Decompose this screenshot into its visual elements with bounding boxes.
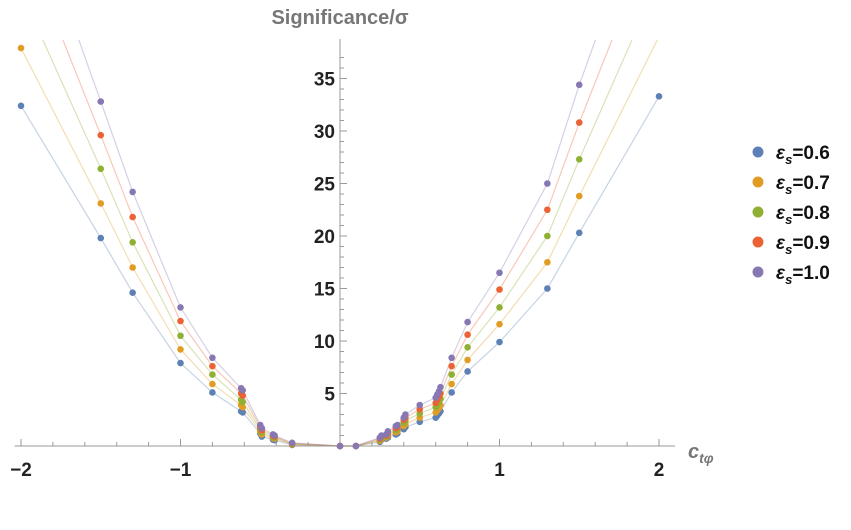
data-point — [129, 213, 136, 221]
data-point — [239, 403, 247, 411]
data-point — [575, 192, 583, 200]
legend-label: εs=0.9 — [776, 233, 830, 257]
legend-marker — [752, 146, 764, 158]
data-point — [448, 380, 455, 388]
data-point — [496, 269, 503, 277]
data-point — [448, 389, 455, 396]
data-point — [209, 362, 216, 370]
data-point — [544, 206, 551, 214]
data-point — [177, 332, 184, 340]
data-point — [209, 371, 216, 378]
data-point — [575, 156, 583, 163]
y-tick-label: 25 — [314, 175, 336, 196]
data-point — [239, 392, 247, 399]
data-point — [271, 432, 278, 439]
data-point — [575, 229, 583, 237]
data-point — [575, 119, 583, 126]
y-tick-label: 20 — [314, 227, 335, 248]
data-point — [209, 389, 216, 396]
data-point — [97, 234, 105, 242]
data-point — [394, 421, 401, 429]
data-point — [17, 102, 25, 110]
data-point — [464, 331, 471, 339]
data-point — [416, 401, 424, 409]
data-point — [129, 188, 136, 196]
legend-marker — [752, 266, 764, 278]
data-point — [97, 165, 105, 173]
data-point — [575, 81, 583, 89]
data-point — [496, 320, 503, 328]
data-point — [464, 318, 471, 326]
data-point — [448, 362, 455, 370]
y-tick-label: 30 — [314, 122, 335, 143]
data-point — [496, 304, 503, 311]
data-point — [352, 442, 360, 450]
data-point — [177, 359, 184, 367]
data-point — [239, 409, 247, 416]
data-point — [544, 258, 551, 266]
data-point — [496, 286, 503, 293]
data-point — [97, 131, 105, 139]
data-point — [464, 344, 471, 351]
data-point — [258, 424, 266, 432]
y-tick-label: 35 — [314, 70, 336, 91]
data-point — [17, 44, 25, 52]
chart-title: Significance/σ — [271, 7, 408, 29]
x-tick-label: −1 — [170, 460, 192, 481]
data-point — [209, 354, 216, 362]
legend-marker — [752, 206, 764, 218]
data-point — [496, 338, 503, 346]
data-point — [448, 354, 455, 362]
y-tick-label: 15 — [314, 280, 336, 301]
legend-marker — [752, 236, 764, 248]
data-point — [129, 289, 136, 297]
data-point — [239, 387, 247, 394]
data-point — [129, 264, 136, 271]
legend-label: εs=0.8 — [776, 203, 830, 227]
data-point — [97, 98, 105, 105]
legend-marker — [752, 176, 764, 188]
data-point — [129, 239, 136, 246]
data-point — [177, 317, 184, 325]
y-tick-label: 10 — [314, 332, 335, 353]
data-point — [544, 285, 551, 292]
data-point — [656, 33, 663, 40]
data-point — [384, 428, 392, 435]
data-point — [209, 380, 216, 388]
data-point — [655, 93, 663, 100]
data-point — [97, 200, 105, 207]
legend-label: εs=0.6 — [776, 143, 830, 167]
legend-label: εs=0.7 — [776, 173, 830, 197]
legend-label: εs=1.0 — [776, 263, 830, 287]
data-point — [239, 398, 247, 406]
data-point — [448, 371, 455, 378]
x-axis-label-sub: tφ — [699, 450, 714, 466]
data-points — [17, 33, 663, 450]
data-point — [288, 439, 296, 447]
data-point — [544, 232, 551, 240]
data-point — [544, 180, 551, 187]
data-point — [464, 356, 471, 364]
data-point — [336, 442, 344, 450]
x-tick-label: 1 — [494, 460, 505, 481]
x-tick-label: 2 — [654, 460, 665, 481]
x-tick-label: −2 — [10, 460, 32, 481]
data-point — [177, 304, 184, 311]
legend: εs=0.6 εs=0.7 εs=0.8 εs=0.9 εs=1.0 — [752, 143, 830, 287]
data-point — [464, 368, 471, 375]
x-axis-label-main: c — [688, 441, 699, 463]
data-point — [177, 346, 184, 353]
data-point — [437, 383, 444, 391]
y-tick-label: 5 — [324, 385, 335, 406]
data-point — [402, 411, 409, 418]
x-axis-label: ctφ — [688, 441, 714, 466]
